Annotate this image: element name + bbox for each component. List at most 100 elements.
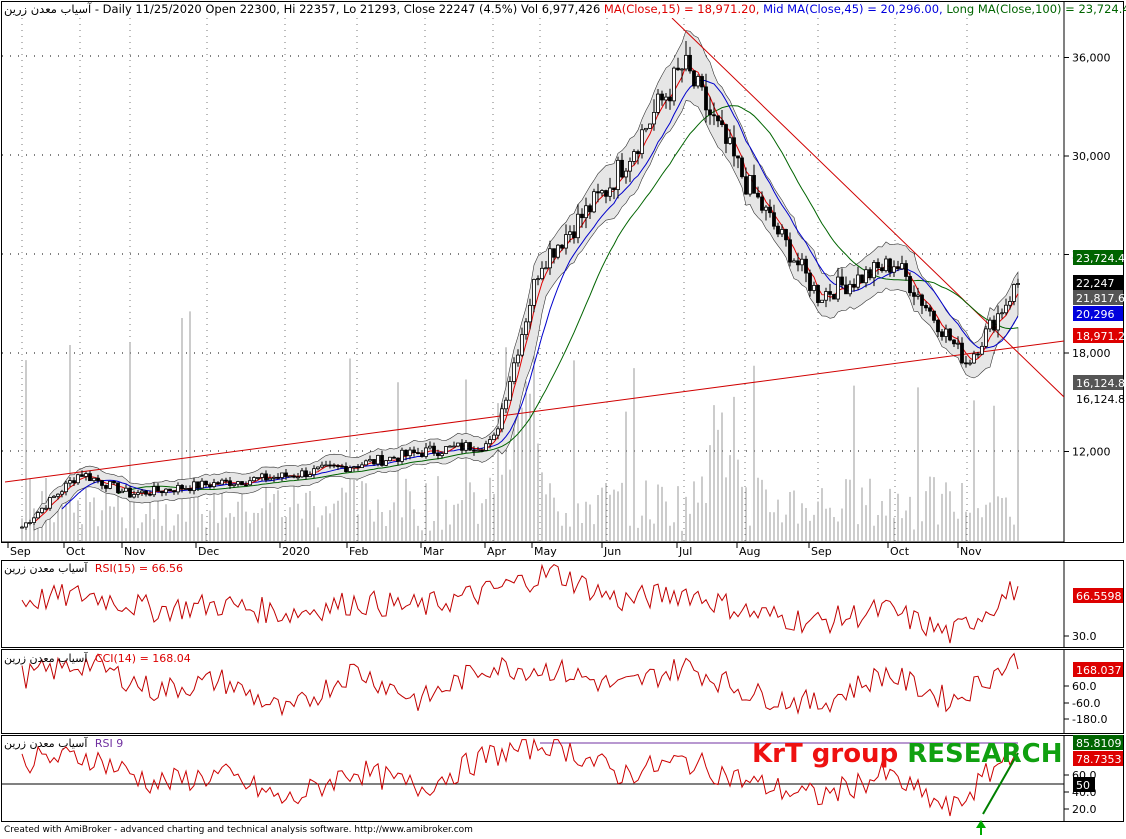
price-bar-body — [532, 279, 536, 306]
price-bar-body — [280, 472, 284, 478]
month-label: Sep — [811, 545, 832, 558]
price-bar-body — [812, 285, 816, 291]
price-bar-body — [580, 213, 584, 219]
price-bar-body — [240, 481, 244, 486]
price-bar-body — [792, 260, 796, 263]
price-bar-body — [188, 488, 192, 491]
price-badge — [1073, 306, 1123, 321]
price-bar-body — [556, 244, 560, 258]
price-bar-body — [448, 445, 452, 448]
price-bar-body — [388, 456, 392, 462]
price-bar-body — [452, 445, 456, 448]
rsi9-signal-line — [982, 752, 1019, 815]
rsi15-title: RSI(15) = 66.56 — [95, 562, 183, 575]
price-bar-body — [620, 159, 624, 178]
cci14-plot: 60.0 -60.0 -180.0 168.037 — [21, 652, 1123, 726]
price-bar-body — [496, 428, 500, 436]
price-bar-body — [584, 205, 588, 219]
price-bar-body — [732, 137, 736, 157]
price-tick-label: 36,000 — [1072, 52, 1111, 65]
price-bar-body — [516, 354, 520, 364]
price-bar-body — [1000, 312, 1004, 315]
month-label: Oct — [890, 545, 910, 558]
price-bar-body — [504, 399, 508, 410]
price-badge — [1073, 290, 1123, 305]
cci14-header: آسیاب معدن زرین CCI(14) = 168.04 — [4, 651, 191, 665]
price-bar-body — [40, 507, 44, 513]
price-bar-body — [900, 263, 904, 270]
price-badge — [1073, 250, 1123, 265]
price-bar-body — [244, 484, 248, 487]
price-bar-body — [860, 274, 864, 284]
price-bar-body — [488, 439, 492, 445]
price-bar-body — [716, 115, 720, 122]
price-bar-body — [360, 464, 364, 468]
month-label: Nov — [124, 545, 146, 558]
rsi9-badge-2 — [1073, 751, 1123, 766]
price-bar-body — [644, 127, 648, 131]
price-bar-body — [264, 473, 268, 481]
price-bar-body — [132, 494, 136, 498]
price-bar-body — [304, 470, 308, 478]
rsi15-badge — [1073, 588, 1123, 603]
month-label: Nov — [960, 545, 982, 558]
price-bar-body — [44, 507, 48, 510]
price-bar-body — [616, 159, 620, 190]
month-label: Jun — [603, 545, 621, 558]
rsi9-tick-label: 20.0 — [1072, 803, 1097, 816]
cci14-symbol: آسیاب معدن زرین — [4, 651, 88, 665]
price-bar-body — [232, 483, 236, 486]
price-bar-body — [740, 157, 744, 178]
price-bar-body — [212, 482, 216, 488]
price-bar-body — [992, 319, 996, 331]
price-bar-body — [272, 476, 276, 479]
rsi9-symbol: آسیاب معدن زرین — [4, 736, 88, 750]
price-tick-label: 18,000 — [1072, 347, 1111, 360]
price-bar-body — [72, 480, 76, 484]
rsi15-symbol: آسیاب معدن زرین — [4, 561, 88, 575]
price-bar-body — [92, 477, 96, 482]
price-bar-body — [972, 353, 976, 364]
price-bar-body — [672, 67, 676, 102]
price-bar-body — [380, 455, 384, 466]
rsi15-plot: 30.0 66.5598 — [21, 563, 1123, 644]
month-label: Aug — [739, 545, 760, 558]
price-bar-body — [364, 460, 368, 466]
price-bar-body — [700, 76, 704, 88]
price-tick-label: 30,000 — [1072, 150, 1111, 163]
price-tick-label: 12,000 — [1072, 446, 1111, 459]
price-bar-body — [424, 447, 428, 457]
price-bar-body — [916, 294, 920, 297]
rsi9-line — [21, 737, 1019, 817]
rsi9-title: RSI 9 — [95, 737, 123, 750]
price-bar-body — [652, 111, 656, 125]
price-bar-body — [484, 443, 488, 451]
price-bar-body — [996, 313, 1000, 331]
price-bar-body — [696, 76, 700, 87]
price-bar-body — [544, 267, 548, 270]
price-bar-body — [120, 490, 124, 494]
price-bar-body — [744, 176, 748, 195]
price-bar-body — [372, 459, 376, 465]
price-bar-body — [88, 473, 92, 482]
price-badge — [1073, 275, 1123, 290]
bar-info: - Daily 11/25/2020 Open 22300, Hi 22357,… — [95, 2, 600, 16]
price-bar-body — [24, 522, 28, 528]
price-bar-body — [308, 474, 312, 478]
price-bar-body — [268, 477, 272, 481]
price-bar-body — [324, 464, 328, 467]
price-bar-body — [276, 476, 280, 479]
price-bar-body — [704, 86, 708, 111]
price-bar-body — [876, 262, 880, 269]
price-bar-body — [808, 272, 812, 291]
price-bar-body — [156, 486, 160, 492]
price-bar-body — [404, 449, 408, 457]
price-bar-body — [768, 206, 772, 214]
price-bar-body — [824, 291, 828, 301]
price-bar-body — [564, 234, 568, 249]
ma100-line — [117, 105, 1019, 495]
volume-bars — [21, 311, 1019, 541]
price-bar-body — [908, 276, 912, 294]
price-bar-body — [948, 328, 952, 341]
price-bar-body — [836, 276, 840, 300]
